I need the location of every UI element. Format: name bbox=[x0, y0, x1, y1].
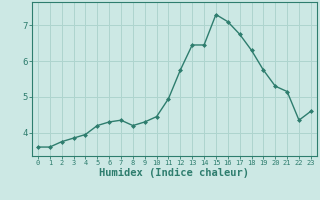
X-axis label: Humidex (Indice chaleur): Humidex (Indice chaleur) bbox=[100, 168, 249, 178]
